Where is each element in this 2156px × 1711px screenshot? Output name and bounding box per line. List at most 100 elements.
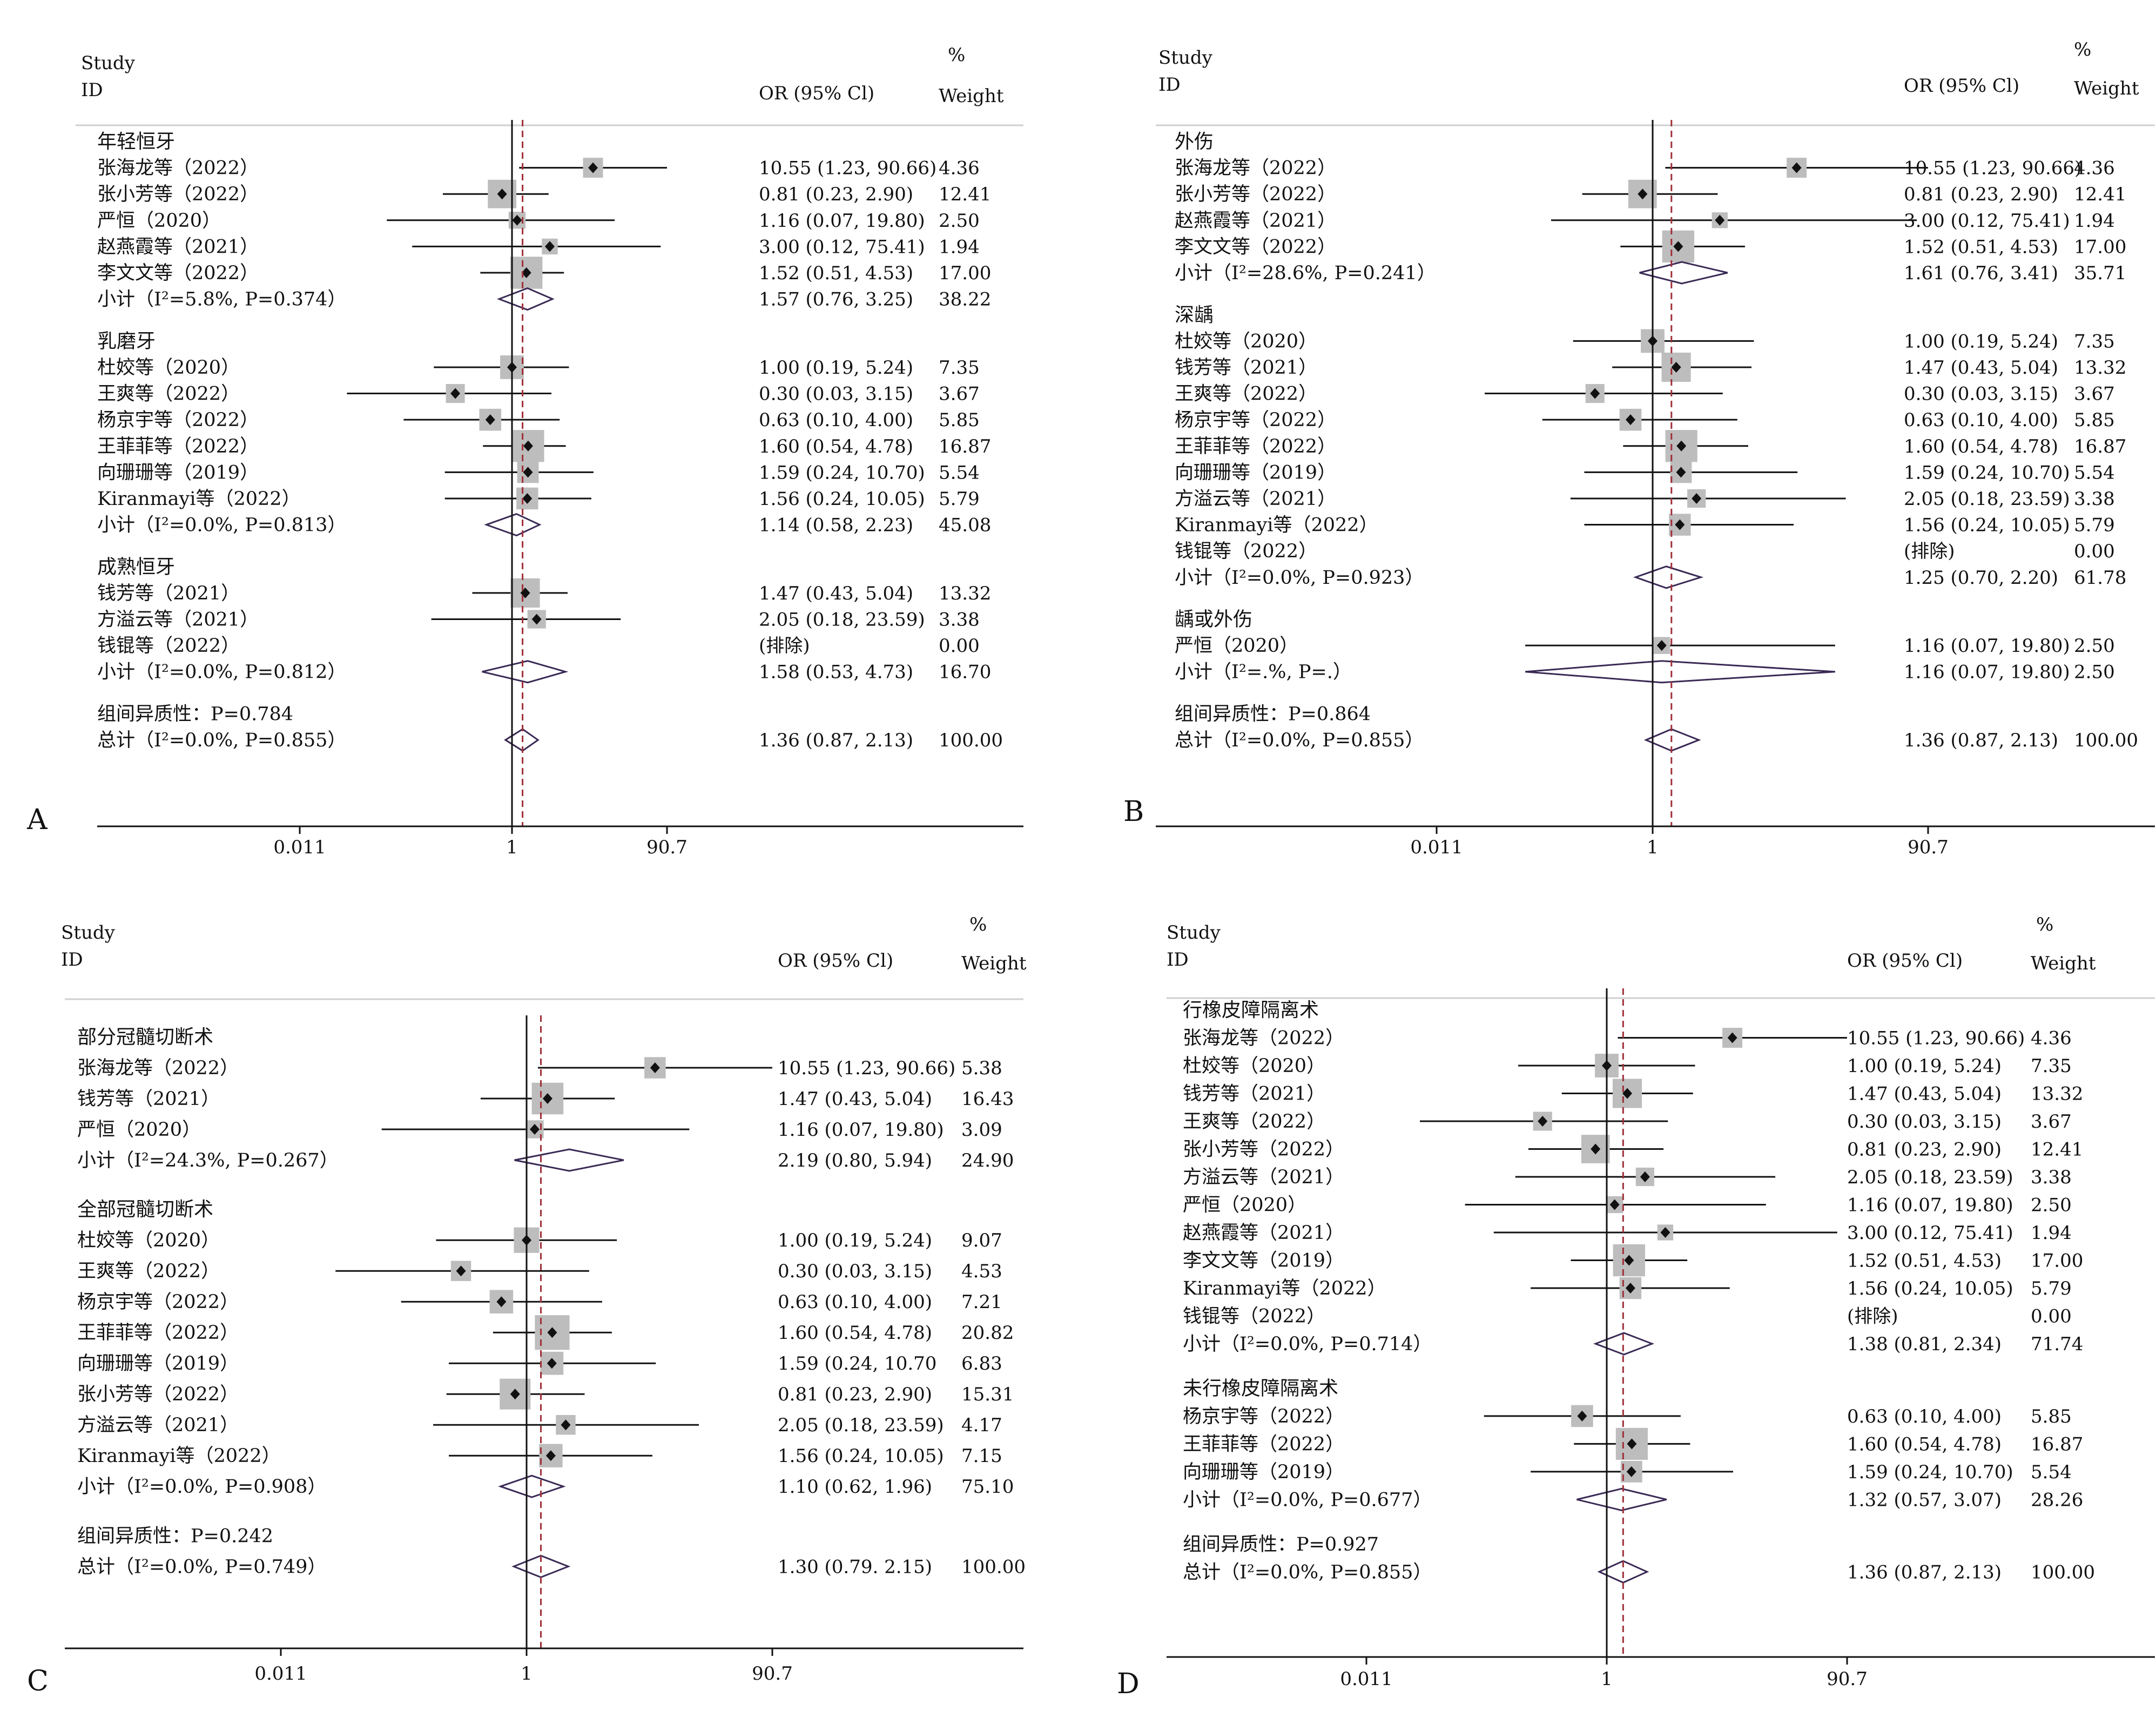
study-weight-text: 6.83: [961, 1353, 1002, 1375]
study-weight-text: 16.87: [939, 436, 991, 457]
subtotal-diamond: [484, 513, 542, 537]
subtotal-label: 小计（I²=24.3%, P=0.267）: [77, 1150, 339, 1171]
overall-ci-text: 1.36 (0.87, 2.13): [759, 730, 913, 751]
study-weight-text: 13.32: [2031, 1083, 2083, 1105]
study-point-marker: [510, 1389, 520, 1400]
x-tick-label: 0.011: [1410, 837, 1463, 858]
study-ci-text: 0.81 (0.23, 2.90): [1847, 1139, 2002, 1161]
study-label: 张海龙等（2022）: [77, 1057, 239, 1079]
study-point-marker: [1638, 188, 1648, 200]
study-label: 张小芳等（2022）: [77, 1384, 239, 1405]
study-label: 李文文等（2019）: [1183, 1250, 1344, 1272]
study-weight-text: 5.79: [939, 488, 980, 510]
header-or-ci: OR (95% Cl): [1847, 950, 1963, 972]
study-label: 方溢云等（2021）: [1183, 1167, 1344, 1188]
study-weight-text: 3.38: [2074, 488, 2115, 510]
study-label: 李文文等（2022）: [97, 262, 259, 284]
header-id: ID: [1167, 949, 1189, 971]
overall-label: 总计（I²=0.0%, P=0.855）: [1183, 1561, 1432, 1583]
group-title: 乳磨牙: [97, 330, 156, 352]
study-weight-text: 5.85: [2074, 409, 2115, 431]
study-weight-text: 4.36: [2031, 1028, 2072, 1049]
panel-letter: D: [1117, 1668, 1140, 1700]
study-weight-text: 7.35: [2031, 1055, 2072, 1077]
study-weight-text: 0.00: [939, 635, 980, 657]
subtotal-ci-text: 1.16 (0.07, 19.80): [1904, 662, 2070, 683]
study-label: 王菲菲等（2022）: [97, 436, 259, 457]
study-point-marker: [1727, 1032, 1737, 1043]
study-weight-text: 3.67: [2074, 383, 2115, 405]
study-point-marker: [529, 1124, 540, 1135]
study-point-marker: [1656, 640, 1667, 651]
study-label: 向珊珊等（2019）: [1175, 462, 1336, 483]
study-point-marker: [1715, 214, 1725, 226]
subtotal-label: 小计（I²=28.6%, P=0.241）: [1175, 262, 1436, 284]
study-weight-text: 9.07: [961, 1230, 1002, 1251]
study-ci-text: 1.47 (0.43, 5.04): [778, 1088, 932, 1110]
subtotal-diamond: [482, 660, 569, 684]
study-ci-text: 2.05 (0.18, 23.59): [759, 609, 925, 631]
study-point-marker: [545, 1450, 556, 1461]
study-ci-text: 0.81 (0.23, 2.90): [1904, 184, 2058, 205]
study-ci-text: 1.59 (0.24, 10.70): [1904, 462, 2070, 483]
subtotal-label: 小计（I²=5.8%, P=0.374）: [97, 289, 346, 311]
group-title: 年轻恒牙: [97, 131, 175, 153]
study-ci-text: 10.55 (1.23, 90.66): [1904, 158, 2081, 179]
study-ci-text: 1.16 (0.07, 19.80): [778, 1119, 944, 1141]
study-label: 杨京宇等（2022）: [77, 1291, 239, 1313]
subtotal-ci-text: 1.32 (0.57, 3.07): [1847, 1489, 2002, 1511]
overall-weight-text: 100.00: [2031, 1561, 2095, 1583]
study-point-marker: [1671, 361, 1681, 373]
study-ci-text: 1.16 (0.07, 19.80): [1847, 1195, 2013, 1216]
subtotal-ci-text: 1.25 (0.70, 2.20): [1904, 567, 2058, 589]
study-point-marker: [1660, 1227, 1670, 1238]
study-weight-text: 17.00: [939, 262, 991, 284]
study-label: 钱芳等（2021）: [77, 1088, 220, 1110]
overall-label: 总计（I²=0.0%, P=0.855）: [97, 730, 346, 751]
study-weight-text: 2.50: [2031, 1195, 2072, 1216]
study-weight-text: 3.67: [2031, 1111, 2072, 1133]
subtotal-label: 小计（I²=0.0%, P=0.714）: [1183, 1333, 1432, 1355]
overall-ci-text: 1.30 (0.79. 2.15): [778, 1556, 932, 1578]
study-point-marker: [1791, 162, 1802, 173]
study-weight-text: 16.87: [2031, 1433, 2083, 1455]
study-weight-text: 3.09: [961, 1119, 1002, 1141]
group-title: 全部冠髓切断术: [77, 1198, 213, 1221]
study-point-marker: [1692, 493, 1702, 504]
overall-diamond: [504, 728, 540, 752]
study-point-marker: [547, 1327, 557, 1338]
overall-ci-text: 1.36 (0.87, 2.13): [1847, 1561, 2002, 1583]
overall-weight-text: 100.00: [2074, 730, 2138, 751]
heterogeneity-label: 组间异质性：P=0.784: [97, 703, 293, 725]
study-weight-text: 1.94: [939, 236, 980, 258]
study-label: 钱锟等（2022）: [97, 635, 240, 657]
study-label: 方溢云等（2021）: [1175, 488, 1336, 510]
study-label: 王爽等（2022）: [77, 1261, 220, 1282]
study-ci-text: 3.00 (0.12, 75.41): [759, 236, 925, 258]
study-weight-text: 4.36: [939, 158, 980, 179]
header-weight-pct: %: [969, 914, 987, 935]
study-ci-text: 2.05 (0.18, 23.59): [1847, 1167, 2013, 1188]
study-weight-text: 1.94: [2074, 210, 2115, 232]
study-weight-text: 5.79: [2074, 515, 2115, 536]
study-label: 杜姣等（2020）: [1175, 331, 1317, 352]
subtotal-label: 小计（I²=0.0%, P=0.677）: [1183, 1489, 1432, 1511]
subtotal-weight-text: 38.22: [939, 289, 991, 311]
header-study: Study: [1158, 47, 1213, 69]
study-ci-text: 1.00 (0.19, 5.24): [1904, 331, 2058, 352]
subtotal-label: 小计（I²=0.0%, P=0.813）: [97, 515, 346, 536]
subtotal-label: 小计（I²=0.0%, P=0.812）: [97, 662, 346, 683]
study-point-marker: [521, 267, 531, 278]
study-label: 张海龙等（2022）: [97, 158, 259, 179]
group-title: 行橡皮障隔离术: [1183, 999, 1319, 1021]
header-id: ID: [1158, 74, 1181, 96]
x-tick-label: 0.011: [254, 1663, 307, 1685]
study-ci-text: (排除): [759, 635, 810, 657]
study-label: 张小芳等（2022）: [97, 184, 259, 205]
x-tick-label: 0.011: [1340, 1668, 1392, 1690]
study-point-marker: [650, 1062, 660, 1073]
study-ci-text: 1.56 (0.24, 10.05): [759, 488, 925, 510]
study-weight-text: 1.94: [2031, 1222, 2072, 1244]
